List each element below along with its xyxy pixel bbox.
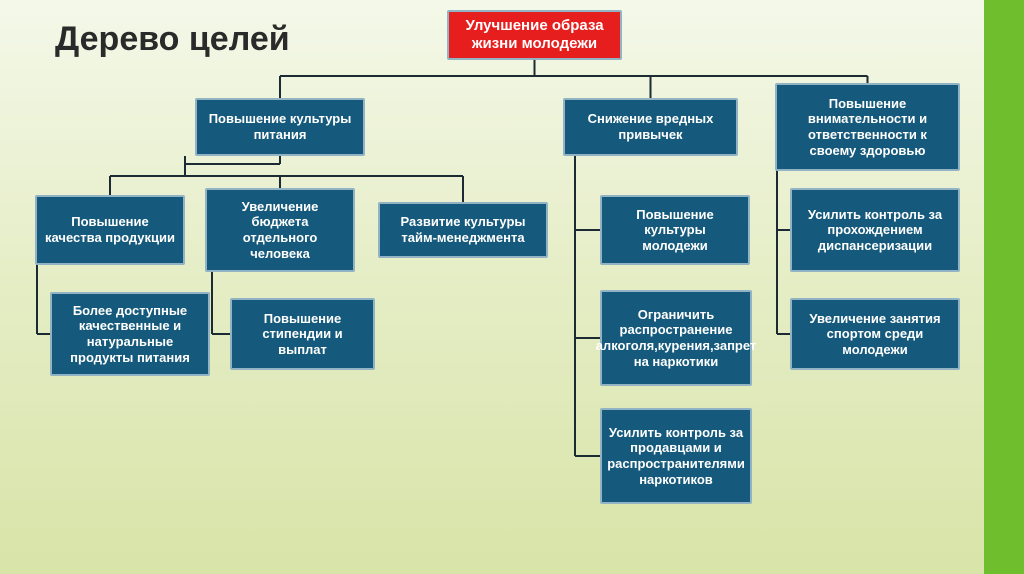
tree-node-n_alco: Ограничить распространение алкоголя,куре… bbox=[600, 290, 752, 386]
tree-node-n_qual: Повышение качества продукции bbox=[35, 195, 185, 265]
tree-node-n_budg: Увеличение бюджета отдельного человека bbox=[205, 188, 355, 272]
tree-node-n_disp: Усилить контроль за прохождением диспанс… bbox=[790, 188, 960, 272]
tree-node-n_ycul: Повышение культуры молодежи bbox=[600, 195, 750, 265]
tree-node-n_sell: Усилить контроль за продавцами и распрос… bbox=[600, 408, 752, 504]
tree-node-n_bad: Снижение вредных привычек bbox=[563, 98, 738, 156]
tree-node-n_time: Развитие культуры тайм-менеджмента bbox=[378, 202, 548, 258]
tree-node-n_stip: Повышение стипендии и выплат bbox=[230, 298, 375, 370]
tree-node-n_att: Повышение внимательности и ответственнос… bbox=[775, 83, 960, 171]
tree-node-n_sprt: Увеличение занятия спортом среди молодеж… bbox=[790, 298, 960, 370]
tree-node-root: Улучшение образа жизни молодежи bbox=[447, 10, 622, 60]
tree-node-n_cult: Повышение культуры питания bbox=[195, 98, 365, 156]
tree-node-n_food: Более доступные качественные и натуральн… bbox=[50, 292, 210, 376]
